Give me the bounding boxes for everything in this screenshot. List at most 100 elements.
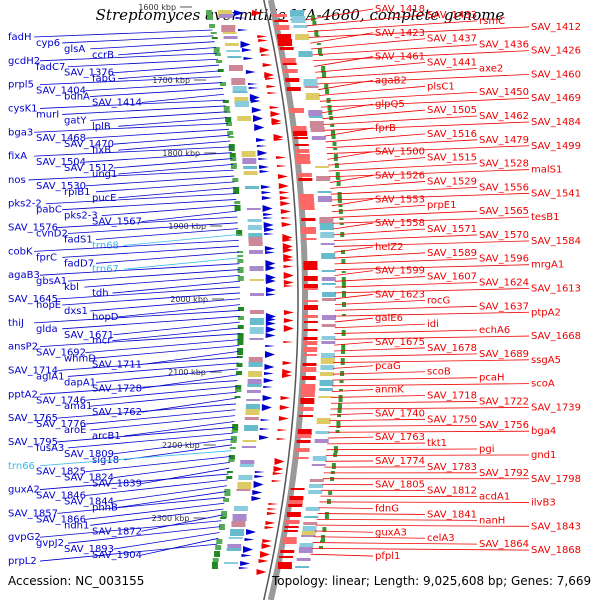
feature-block xyxy=(319,217,334,224)
feature-block xyxy=(248,362,263,367)
gene-label: agaB2 xyxy=(375,75,407,86)
gene-label: SAV_1441 xyxy=(427,58,477,69)
feature-block xyxy=(243,166,258,169)
feature-block xyxy=(230,163,237,169)
gene-arrow xyxy=(280,201,291,206)
feature-block xyxy=(318,396,333,398)
feature-block xyxy=(333,154,338,161)
gene-label: whmD xyxy=(64,354,96,365)
feature-block xyxy=(282,537,297,544)
feature-block xyxy=(320,232,335,238)
feature-block xyxy=(290,10,305,17)
gene-label: ndh1 xyxy=(64,520,89,531)
gene-label: mcr xyxy=(92,336,112,347)
gene-arrow xyxy=(265,521,276,525)
feature-block xyxy=(305,507,320,511)
gene-arrow xyxy=(263,227,274,232)
feature-block xyxy=(300,391,315,397)
gene-label: prpE1 xyxy=(427,200,457,211)
gene-connector xyxy=(316,68,478,79)
gene-label: SAV_1746 xyxy=(36,395,86,406)
feature-block xyxy=(237,259,244,263)
axis-edge xyxy=(263,0,299,600)
gene-connector xyxy=(118,187,236,199)
gene-connector xyxy=(333,228,426,236)
feature-block xyxy=(225,117,232,122)
gene-label: SAV_1857 xyxy=(8,508,58,519)
gene-connector xyxy=(319,501,530,503)
feature-block xyxy=(328,491,333,495)
gene-arrow xyxy=(238,29,249,31)
gene-connector xyxy=(311,38,426,50)
gene-arrow xyxy=(283,285,294,287)
feature-block xyxy=(220,517,227,519)
feature-block xyxy=(244,425,259,431)
feature-block xyxy=(227,56,242,58)
feature-block xyxy=(312,456,327,461)
gene-arrow xyxy=(257,150,268,156)
gene-label: SAV_1571 xyxy=(427,224,477,235)
gene-arrow xyxy=(262,395,273,401)
feature-block xyxy=(219,82,226,86)
feature-block xyxy=(216,60,223,63)
gene-connector xyxy=(334,288,530,294)
gene-label: SAV_1499 xyxy=(531,141,581,152)
feature-block xyxy=(302,526,317,533)
feature-block xyxy=(331,463,336,469)
gene-arrow xyxy=(252,10,263,16)
gene-connector xyxy=(308,26,530,38)
feature-block xyxy=(309,121,324,128)
gene-label: SAV_1805 xyxy=(375,480,425,491)
gene-connector xyxy=(312,44,478,56)
feature-block xyxy=(338,389,343,391)
feature-block xyxy=(249,293,264,296)
feature-block xyxy=(338,395,343,402)
gene-arrow xyxy=(266,512,277,515)
feature-block xyxy=(291,16,306,23)
gene-connector xyxy=(332,371,426,375)
gene-connector xyxy=(324,127,374,137)
gene-label: SAV_1570 xyxy=(479,230,529,241)
gene-arrow xyxy=(238,567,249,569)
gene-connector xyxy=(334,311,530,317)
feature-block xyxy=(237,325,244,329)
feature-block xyxy=(311,15,316,21)
gene-arrow xyxy=(282,361,293,365)
gene-label: SAV_1526 xyxy=(375,170,425,181)
gene-connector xyxy=(85,502,225,520)
gene-connector xyxy=(313,536,426,539)
gene-connector xyxy=(85,82,223,91)
gene-arrow xyxy=(251,496,262,501)
feature-block xyxy=(277,34,292,39)
feature-block xyxy=(222,100,229,103)
gene-connector xyxy=(333,222,374,230)
feature-block xyxy=(320,353,335,360)
gene-label: SAV_1461 xyxy=(375,52,425,63)
gene-label: SAV_1718 xyxy=(427,391,477,402)
feature-block xyxy=(284,526,299,528)
gene-arrow xyxy=(260,185,271,189)
gene-label: fabG xyxy=(92,74,116,85)
genome-stats-text: Topology: linear; Length: 9,025,608 bp; … xyxy=(272,574,592,588)
feature-block xyxy=(245,404,260,411)
gene-label: SAV_1839 xyxy=(92,479,142,490)
feature-block xyxy=(321,315,336,320)
gene-arrow xyxy=(263,378,274,383)
gene-label: SAV_1750 xyxy=(427,414,477,425)
gene-label: SAV_1567 xyxy=(92,217,142,228)
gene-connector xyxy=(113,485,227,502)
gene-connector xyxy=(34,146,232,157)
feature-block xyxy=(237,333,244,340)
feature-block xyxy=(228,537,243,539)
feature-block xyxy=(288,500,303,505)
feature-block xyxy=(301,218,316,221)
gene-label: SAV_1756 xyxy=(479,420,529,431)
feature-block xyxy=(247,219,262,222)
gene-arrow xyxy=(265,321,276,326)
gene-label: malS1 xyxy=(531,165,562,176)
feature-block xyxy=(226,471,233,473)
gene-connector xyxy=(310,553,374,557)
gene-connector xyxy=(329,418,426,422)
feature-block xyxy=(296,440,311,443)
